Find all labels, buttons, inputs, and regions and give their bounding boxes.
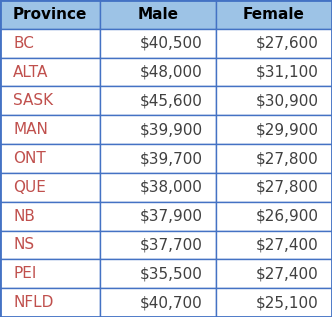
Bar: [100, 144, 216, 173]
Bar: [100, 288, 216, 317]
Bar: [100, 29, 216, 58]
Text: $45,600: $45,600: [140, 94, 203, 108]
Bar: [100, 115, 216, 144]
Bar: [0, 173, 100, 202]
Bar: [216, 259, 332, 288]
Text: Province: Province: [13, 7, 87, 22]
Bar: [216, 115, 332, 144]
Text: $30,900: $30,900: [256, 94, 319, 108]
Text: $31,100: $31,100: [256, 65, 319, 80]
Bar: [0, 202, 100, 230]
Bar: [100, 0, 216, 29]
Bar: [100, 58, 216, 87]
Text: $37,700: $37,700: [140, 237, 203, 252]
Text: BC: BC: [13, 36, 34, 51]
Text: SASK: SASK: [13, 94, 53, 108]
Text: Male: Male: [137, 7, 178, 22]
Text: $27,600: $27,600: [256, 36, 319, 51]
Bar: [100, 87, 216, 115]
Bar: [0, 58, 100, 87]
Bar: [216, 0, 332, 29]
Bar: [0, 230, 100, 259]
Text: $48,000: $48,000: [140, 65, 203, 80]
Bar: [216, 288, 332, 317]
Bar: [0, 0, 100, 29]
Bar: [0, 29, 100, 58]
Text: $40,700: $40,700: [140, 295, 203, 310]
Bar: [216, 87, 332, 115]
Bar: [100, 202, 216, 230]
Text: NS: NS: [13, 237, 35, 252]
Bar: [0, 87, 100, 115]
Text: $26,900: $26,900: [256, 209, 319, 223]
Text: ALTA: ALTA: [13, 65, 49, 80]
Text: $29,900: $29,900: [256, 122, 319, 137]
Text: PEI: PEI: [13, 266, 37, 281]
Text: Female: Female: [243, 7, 305, 22]
Text: $38,000: $38,000: [140, 180, 203, 195]
Text: $27,400: $27,400: [256, 237, 319, 252]
Bar: [0, 288, 100, 317]
Bar: [216, 202, 332, 230]
Bar: [100, 230, 216, 259]
Text: $35,500: $35,500: [140, 266, 203, 281]
Bar: [100, 259, 216, 288]
Text: MAN: MAN: [13, 122, 48, 137]
Text: $37,900: $37,900: [139, 209, 203, 223]
Bar: [216, 144, 332, 173]
Bar: [0, 259, 100, 288]
Text: $27,400: $27,400: [256, 266, 319, 281]
Text: $25,100: $25,100: [256, 295, 319, 310]
Text: $39,900: $39,900: [139, 122, 203, 137]
Bar: [216, 29, 332, 58]
Bar: [0, 115, 100, 144]
Bar: [216, 173, 332, 202]
Text: NFLD: NFLD: [13, 295, 54, 310]
Text: $27,800: $27,800: [256, 151, 319, 166]
Bar: [216, 58, 332, 87]
Text: QUE: QUE: [13, 180, 46, 195]
Bar: [100, 173, 216, 202]
Text: $27,800: $27,800: [256, 180, 319, 195]
Bar: [216, 230, 332, 259]
Text: NB: NB: [13, 209, 35, 223]
Text: $39,700: $39,700: [139, 151, 203, 166]
Bar: [0, 144, 100, 173]
Text: ONT: ONT: [13, 151, 46, 166]
Text: $40,500: $40,500: [140, 36, 203, 51]
